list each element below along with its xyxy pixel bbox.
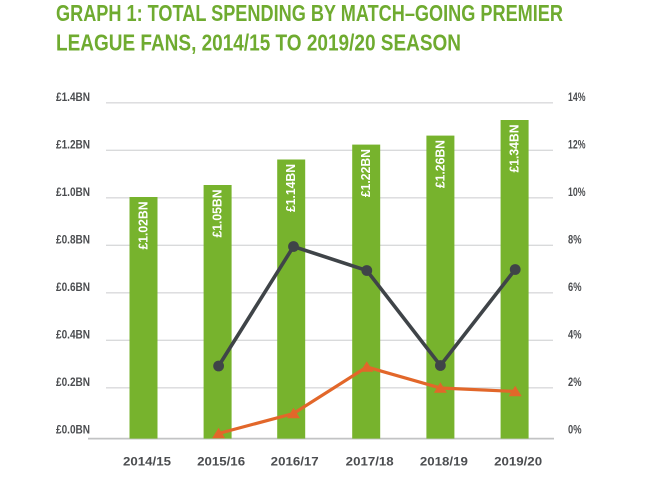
svg-text:£0.4BN: £0.4BN [56, 327, 90, 341]
svg-text:£1.22BN: £1.22BN [359, 149, 373, 197]
svg-text:£1.26BN: £1.26BN [433, 140, 447, 188]
svg-text:LEAGUE FANS, 2014/15 TO 2019/2: LEAGUE FANS, 2014/15 TO 2019/20 SEASON [56, 30, 461, 56]
svg-text:2018/19: 2018/19 [420, 455, 468, 469]
svg-text:12%: 12% [568, 137, 586, 151]
svg-text:£1.4BN: £1.4BN [56, 90, 90, 104]
svg-text:8%: 8% [568, 232, 582, 246]
svg-text:£1.14BN: £1.14BN [284, 164, 298, 212]
svg-text:£0.8BN: £0.8BN [56, 232, 90, 246]
svg-text:2015/16: 2015/16 [197, 455, 245, 469]
svg-text:2017/18: 2017/18 [346, 455, 394, 469]
svg-text:£1.2BN: £1.2BN [56, 137, 90, 151]
svg-text:£0.0BN: £0.0BN [56, 422, 90, 436]
svg-text:10%: 10% [568, 185, 586, 199]
svg-text:£1.0BN: £1.0BN [56, 185, 90, 199]
svg-text:2014/15: 2014/15 [123, 455, 171, 469]
svg-text:GRAPH 1: TOTAL SPENDING BY MAT: GRAPH 1: TOTAL SPENDING BY MATCH–GOING P… [56, 0, 563, 26]
svg-text:2019/20: 2019/20 [494, 455, 542, 469]
svg-text:4%: 4% [568, 327, 582, 341]
svg-text:£0.2BN: £0.2BN [56, 375, 90, 389]
svg-text:£1.05BN: £1.05BN [211, 190, 225, 238]
svg-text:£1.02BN: £1.02BN [137, 202, 151, 250]
svg-text:6%: 6% [568, 280, 582, 294]
svg-text:£1.34BN: £1.34BN [508, 125, 522, 173]
svg-text:14%: 14% [568, 90, 586, 104]
svg-text:2%: 2% [568, 375, 582, 389]
svg-text:£0.6BN: £0.6BN [56, 280, 90, 294]
svg-text:0%: 0% [568, 422, 582, 436]
svg-text:2016/17: 2016/17 [271, 455, 319, 469]
